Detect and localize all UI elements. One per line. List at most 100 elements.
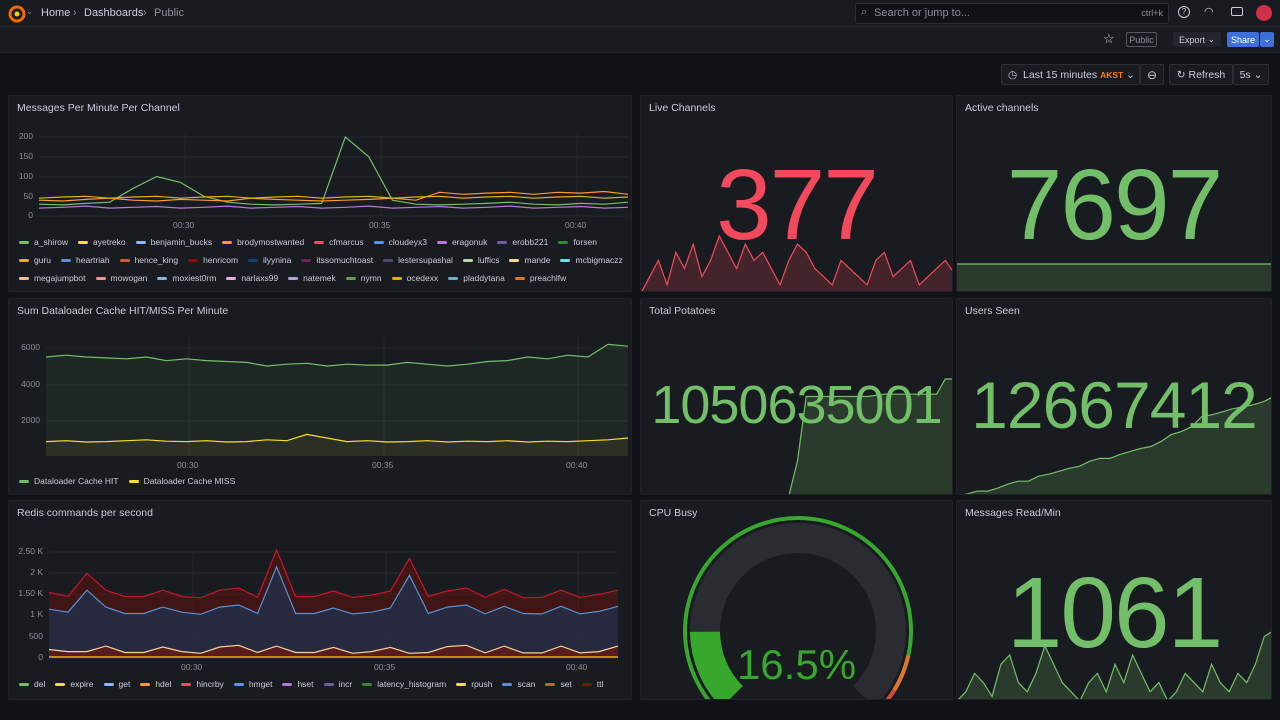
legend-item[interactable]: henricom <box>188 255 238 269</box>
legend-item[interactable]: mcbigmaczz <box>560 255 623 269</box>
search-icon: ⌕ <box>861 6 868 18</box>
sparkline-path <box>964 397 1271 494</box>
legend-item[interactable]: brodymostwanted <box>222 237 304 251</box>
grafana-logo-icon[interactable] <box>7 4 27 24</box>
chevron-down-icon[interactable]: ⌄ <box>26 7 33 16</box>
y-tick-label: 4000 <box>21 379 40 389</box>
legend-item[interactable]: preachlfw <box>514 273 567 287</box>
export-button[interactable]: Export ⌄ <box>1173 32 1221 47</box>
y-tick-label: 50 <box>23 191 33 201</box>
legend-swatch <box>19 277 29 281</box>
legend-item[interactable]: moxiest0rm <box>157 273 216 287</box>
timezone-badge: AKST <box>1100 69 1124 80</box>
legend-item[interactable]: cfmarcus <box>314 237 364 251</box>
zoom-out-icon[interactable]: ⊖ <box>1140 64 1164 85</box>
dashboard-toolbar: ☆ Public Export ⌄ Share ⌄ <box>0 27 1280 53</box>
stat-value: 377 <box>716 149 879 261</box>
legend-item[interactable]: ilyynina <box>248 255 291 269</box>
legend-item[interactable]: get <box>103 679 130 689</box>
legend-label: rpush <box>471 679 493 689</box>
x-tick-label: 00:35 <box>372 460 394 470</box>
time-range-picker[interactable]: ◷ Last 15 minutes AKST ⌄ <box>1001 64 1140 85</box>
legend-item[interactable]: scan <box>502 679 535 689</box>
share-button[interactable]: Share <box>1227 32 1259 47</box>
legend-swatch <box>55 683 66 687</box>
legend-item[interactable]: mowogan <box>95 273 147 287</box>
legend-swatch <box>19 241 29 245</box>
legend-item[interactable]: guru <box>19 255 51 269</box>
legend-item[interactable]: heartriah <box>61 255 110 269</box>
legend-item[interactable]: set <box>545 679 572 689</box>
legend-swatch <box>436 241 447 245</box>
legend-item[interactable]: narlaxs99 <box>226 273 278 287</box>
refresh-button[interactable]: ↻ Refresh <box>1169 64 1233 85</box>
legend-item[interactable]: latency_histogram <box>362 679 446 689</box>
legend-item[interactable]: itssomuchtoast <box>301 255 373 269</box>
legend-item[interactable]: del <box>19 679 45 689</box>
legend-swatch <box>19 480 29 484</box>
rss-news-icon[interactable]: ◠ <box>1204 6 1214 18</box>
legend-label: itssomuchtoast <box>316 255 374 265</box>
legend-swatch <box>509 259 520 263</box>
user-avatar[interactable] <box>1256 5 1272 21</box>
legend-item[interactable]: pladdytana <box>448 273 505 287</box>
legend-label: preachlfw <box>529 273 567 283</box>
panel-title: Users Seen <box>965 305 1020 317</box>
legend-item[interactable]: Dataloader Cache HIT <box>19 476 119 486</box>
legend-item[interactable]: Dataloader Cache MISS <box>128 476 235 486</box>
legend-label: hdel <box>155 679 172 689</box>
legend-item[interactable]: eragonuk <box>436 237 487 251</box>
panel-live-channels: Live Channels 377 <box>640 95 953 292</box>
kiosk-mode-icon[interactable] <box>1231 7 1243 16</box>
series-line <box>38 205 629 209</box>
legend-item[interactable]: mande <box>509 255 550 269</box>
legend-item[interactable]: lestersupashal <box>383 255 453 269</box>
legend-item[interactable]: rpush <box>456 679 492 689</box>
share-dropdown-icon[interactable]: ⌄ <box>1260 32 1274 47</box>
legend-item[interactable]: ttl <box>581 679 603 689</box>
legend-item[interactable]: hset <box>282 679 314 689</box>
search-shortcut: ctrl+k <box>1141 8 1163 18</box>
refresh-interval-picker[interactable]: 5s ⌄ <box>1233 64 1269 85</box>
panel-title: CPU Busy <box>649 507 698 519</box>
refresh-icon: ↻ <box>1176 68 1186 81</box>
series-line-scan-fill <box>49 566 618 658</box>
legend-item[interactable]: hincrby <box>181 679 224 689</box>
legend-swatch <box>545 683 556 687</box>
legend-item[interactable]: nymn <box>345 273 382 287</box>
breadcrumb-home[interactable]: Home <box>41 7 71 19</box>
legend-item[interactable]: incr <box>323 679 352 689</box>
sparkline-path-fill <box>642 236 952 291</box>
search-input[interactable]: ⌕ Search or jump to... ctrl+k <box>855 3 1169 24</box>
legend-swatch <box>462 259 473 263</box>
breadcrumb-dashboards[interactable]: Dashboards <box>84 7 144 19</box>
legend-item[interactable]: ocedexx <box>391 273 438 287</box>
legend-swatch <box>288 277 299 281</box>
help-icon[interactable]: ? <box>1178 6 1190 18</box>
legend-item[interactable]: natemek <box>288 273 336 287</box>
legend-item[interactable]: erobb221 <box>497 237 548 251</box>
public-badge: Public <box>1126 32 1157 47</box>
legend-label: narlaxs99 <box>241 273 279 283</box>
legend-item[interactable]: hdel <box>140 679 171 689</box>
gauge-value: 16.5% <box>736 641 857 688</box>
legend-item[interactable]: luffics <box>462 255 499 269</box>
legend-item[interactable]: cloudeyx3 <box>373 237 427 251</box>
panel-cpu-busy: CPU Busy 16.5% <box>640 500 953 700</box>
series-line-miss <box>45 433 629 443</box>
legend-item[interactable]: megajumpbot <box>19 273 86 287</box>
legend-item[interactable]: forsen <box>558 237 597 251</box>
stat-value: 1061 <box>1006 557 1223 669</box>
legend-swatch <box>140 683 151 687</box>
star-icon[interactable]: ☆ <box>1103 31 1115 46</box>
legend-item[interactable]: ayetreko <box>78 237 126 251</box>
legend-item[interactable]: expire <box>55 679 94 689</box>
legend-label: natemek <box>303 273 336 283</box>
legend-label: cfmarcus <box>329 237 364 247</box>
legend-item[interactable]: a_shirow <box>19 237 68 251</box>
legend-item[interactable]: hmget <box>233 679 272 689</box>
legend-item[interactable]: hence_king <box>119 255 178 269</box>
legend-label: henricom <box>203 255 239 265</box>
legend-item[interactable]: benjamin_bucks <box>135 237 212 251</box>
sparkline-path <box>958 631 1271 699</box>
